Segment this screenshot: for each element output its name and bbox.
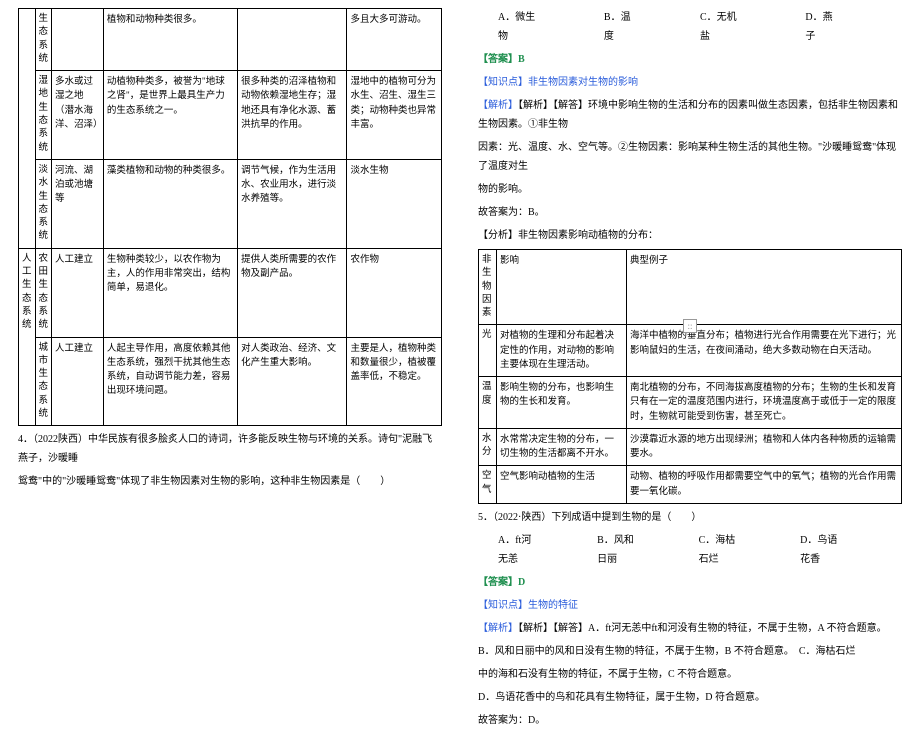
q5-opt-c: C．海枯石烂 [699, 531, 738, 569]
text: 【解析】【解答】环境中影响生物的生活和分布的因素叫做生态因素，包括非生物因素和生… [478, 100, 898, 130]
q5-answer: 【答案】D [478, 573, 902, 592]
cell [19, 9, 36, 249]
text: 【解析】【解答】A．ft河无恙中ft和河没有生物的特征，不属于生物，A 不符合题… [518, 623, 887, 634]
q5-opt-a: A．ft河无恙 [498, 531, 535, 569]
q4-explain-3: 物的影响。 [478, 180, 902, 199]
cell: 非生物因素 [479, 250, 497, 325]
cell: 农田生态系统 [35, 248, 52, 337]
cell: 影响 [497, 250, 627, 325]
cell: 主要是人，植物种类和数量很少，植被覆盖率低，不稳定。 [347, 337, 442, 426]
q5-explain-5: 故答案为：D。 [478, 711, 902, 730]
cell: 河流、湖泊或池塘等 [52, 159, 104, 248]
cell: 多且大多可游动。 [347, 9, 442, 71]
right-page: A．微生物 B．温度 C．无机盐 D．燕子 【答案】B 【知识点】非生物因素对生… [460, 0, 920, 651]
q5-opt-d: D．鸟语花香 [800, 531, 840, 569]
table-row: 淡水生态系统 河流、湖泊或池塘等 藻类植物和动物的种类很多。 调节气候，作为生活… [19, 159, 442, 248]
ecosystem-table: 生态系统 植物和动物种类很多。 多且大多可游动。 湿地生态系统 多水或过湿之地（… [18, 8, 442, 426]
q4-opt-b: B．温度 [604, 8, 638, 46]
cell: 空气影响动植物的生活 [497, 466, 627, 504]
cell: 对人类政治、经济、文化产生重大影响。 [238, 337, 347, 426]
cell [238, 9, 347, 71]
q4-options: A．微生物 B．温度 C．无机盐 D．燕子 [478, 8, 902, 46]
center-marker-icon: :: [683, 319, 697, 333]
cell: 湿地中的植物可分为水生、沼生、湿生三类；动物种类也异常丰富。 [347, 71, 442, 160]
cell: 淡水生态系统 [35, 159, 52, 248]
cell: 湿地生态系统 [35, 71, 52, 160]
table-row: 人工生态系统 农田生态系统 人工建立 生物种类较少，以农作物为主，人的作用非常突… [19, 248, 442, 337]
cell: 典型例子 [627, 250, 902, 325]
q4-analysis: 【分析】非生物因素影响动植物的分布： [478, 226, 902, 245]
cell: 淡水生物 [347, 159, 442, 248]
cell: 人工建立 [52, 337, 104, 426]
cell: 空气 [479, 466, 497, 504]
q4-explain-4: 故答案为：B。 [478, 203, 902, 222]
q4-stem-line1: 4．（2022陕西）中华民族有很多脍炙人口的诗词，许多能反映生物与环境的关系。诗… [18, 430, 442, 468]
table-row: 非生物因素 影响 典型例子 [479, 250, 902, 325]
q4-opt-c: C．无机盐 [700, 8, 743, 46]
cell: 人工生态系统 [19, 248, 36, 426]
cell: 影响生物的分布，也影响生物的生长和发育。 [497, 377, 627, 429]
q5-explain-2: B．风和日丽中的风和日没有生物的特征，不属于生物，B 不符合题意。 C．海枯石烂 [478, 642, 902, 661]
table-row: 光 对植物的生理和分布起着决定性的作用，对动物的影响主要体现在生理活动。 海洋中… [479, 325, 902, 377]
q4-explain-2: 因素：光、温度、水、空气等。②生物因素：影响某种生物生活的其他生物。"沙暖睡鸳鸯… [478, 138, 902, 176]
table-row: 温度 影响生物的分布，也影响生物的生长和发育。 南北植物的分布，不同海拔高度植物… [479, 377, 902, 429]
cell: 水常常决定生物的分布，一切生物的生活都离不开水。 [497, 428, 627, 466]
cell: 对植物的生理和分布起着决定性的作用，对动物的影响主要体现在生理活动。 [497, 325, 627, 377]
cell: 人工建立 [52, 248, 104, 337]
cell: 调节气候，作为生活用水、农业用水，进行淡水养殖等。 [238, 159, 347, 248]
cell: 提供人类所需要的农作物及副产品。 [238, 248, 347, 337]
q5-stem: 5．（2022·陕西）下列成语中提到生物的是（ ） [478, 508, 902, 527]
q5-options: A．ft河无恙 B．风和日丽 C．海枯石烂 D．鸟语花香 [478, 531, 902, 569]
cell: 人起主导作用，高度依赖其他生态系统，强烈干扰其他生态系统，自动调节能力差，容易出… [103, 337, 237, 426]
q5-explain-4: D．鸟语花香中的鸟和花具有生物特征，属于生物，D 符合题意。 [478, 688, 902, 707]
q4-opt-a: A．微生物 [498, 8, 542, 46]
q4-stem-line2: 鸳鸯"中的"沙暖睡鸳鸯"体现了非生物因素对生物的影响，这种非生物因素是（ ） [18, 472, 442, 491]
cell [52, 9, 104, 71]
q5-opt-b: B．风和日丽 [597, 531, 636, 569]
q5-explain-3: 中的海和石没有生物的特征，不属于生物，C 不符合题意。 [478, 665, 902, 684]
cell: 动物、植物的呼吸作用都需要空气中的氧气；植物的光合作用需要一氧化碳。 [627, 466, 902, 504]
cell: 生物种类较少，以农作物为主，人的作用非常突出，结构简单，易退化。 [103, 248, 237, 337]
cell: 多水或过湿之地（潜水海洋、沼泽） [52, 71, 104, 160]
cell: 光 [479, 325, 497, 377]
left-page: 生态系统 植物和动物种类很多。 多且大多可游动。 湿地生态系统 多水或过湿之地（… [0, 0, 460, 651]
cell: 水分 [479, 428, 497, 466]
table-row: 城市生态系统 人工建立 人起主导作用，高度依赖其他生态系统，强烈干扰其他生态系统… [19, 337, 442, 426]
table-row: 水分 水常常决定生物的分布，一切生物的生活都离不开水。 沙漠靠近水源的地方出现绿… [479, 428, 902, 466]
q4-explain-1: 【解析】【解析】【解答】环境中影响生物的生活和分布的因素叫做生态因素，包括非生物… [478, 96, 902, 134]
q5-knowledge: 【知识点】生物的特征 [478, 596, 902, 615]
q4-answer: 【答案】B [478, 50, 902, 69]
cell: 南北植物的分布，不同海拔高度植物的分布；生物的生长和发育只有在一定的温度范围内进… [627, 377, 902, 429]
cell: 生态系统 [35, 9, 52, 71]
q5-explain-1: 【解析】【解析】【解答】A．ft河无恙中ft和河没有生物的特征，不属于生物，A … [478, 619, 902, 638]
cell: 动植物种类多，被誉为"地球之肾"，是世界上最具生产力的生态系统之一。 [103, 71, 237, 160]
cell: 城市生态系统 [35, 337, 52, 426]
cell: 农作物 [347, 248, 442, 337]
table-row: 空气 空气影响动植物的生活 动物、植物的呼吸作用都需要空气中的氧气；植物的光合作… [479, 466, 902, 504]
cell: 藻类植物和动物的种类很多。 [103, 159, 237, 248]
table-row: 生态系统 植物和动物种类很多。 多且大多可游动。 [19, 9, 442, 71]
cell: 温度 [479, 377, 497, 429]
factor-table: 非生物因素 影响 典型例子 光 对植物的生理和分布起着决定性的作用，对动物的影响… [478, 249, 902, 504]
q4-opt-d: D．燕子 [805, 8, 840, 46]
cell: 沙漠靠近水源的地方出现绿洲；植物和人体内各种物质的运输需要水。 [627, 428, 902, 466]
cell: 植物和动物种类很多。 [103, 9, 237, 71]
q4-knowledge: 【知识点】非生物因素对生物的影响 [478, 73, 902, 92]
table-row: 湿地生态系统 多水或过湿之地（潜水海洋、沼泽） 动植物种类多，被誉为"地球之肾"… [19, 71, 442, 160]
cell: 海洋中植物的垂直分布；植物进行光合作用需要在光下进行；光影响鼠妇的生活，在夜间涌… [627, 325, 902, 377]
cell: 很多种类的沼泽植物和动物依赖湿地生存；湿地还具有净化水源、蓄洪抗旱的作用。 [238, 71, 347, 160]
